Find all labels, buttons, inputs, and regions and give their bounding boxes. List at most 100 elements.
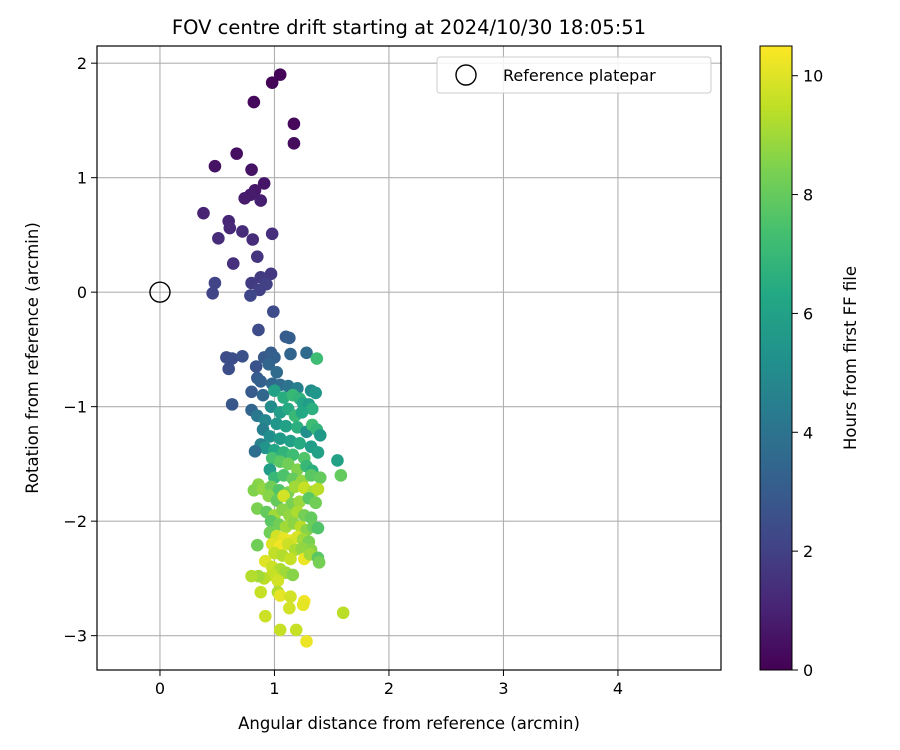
colorbar: 0 2 4 6 8 10 Hours from first FF file <box>759 45 860 680</box>
y-tick-label: 1 <box>77 169 87 188</box>
data-point <box>284 347 297 361</box>
data-point <box>236 225 249 238</box>
colorbar-tick-label: 4 <box>803 423 813 442</box>
data-point <box>309 386 322 400</box>
colorbar-gradient <box>759 45 793 671</box>
data-point <box>273 623 287 637</box>
data-point <box>273 589 287 602</box>
data-point <box>293 436 306 450</box>
data-point <box>245 385 258 399</box>
data-point <box>250 538 264 552</box>
data-point <box>244 289 257 302</box>
data-point <box>246 233 260 246</box>
data-point <box>245 569 258 583</box>
data-point <box>208 159 222 173</box>
data-point <box>277 489 290 503</box>
data-point <box>256 388 270 402</box>
data-point <box>222 362 235 376</box>
x-tick-label: 3 <box>498 679 508 698</box>
data-point <box>225 398 239 411</box>
data-point <box>252 323 265 337</box>
colorbar-label: Hours from first FF file <box>841 266 860 450</box>
colorbar-tick-label: 2 <box>803 542 813 561</box>
data-point <box>226 257 240 270</box>
data-point <box>305 402 319 416</box>
data-point <box>286 568 300 582</box>
data-point <box>287 117 301 131</box>
data-point <box>259 609 272 623</box>
data-point <box>283 601 296 615</box>
data-point <box>254 375 268 388</box>
data-point <box>300 346 313 360</box>
data-point <box>248 445 262 458</box>
data-point <box>197 206 210 220</box>
x-axis-label: Angular distance from reference (arcmin) <box>238 714 580 733</box>
data-point <box>264 400 278 413</box>
y-tick-label: −3 <box>63 627 87 646</box>
y-tick-label: 2 <box>77 54 87 73</box>
data-point <box>271 574 285 587</box>
data-point <box>311 482 325 496</box>
data-point <box>265 227 279 241</box>
data-point <box>249 360 263 373</box>
data-point <box>254 585 268 599</box>
data-point <box>247 483 261 497</box>
data-point <box>312 556 326 569</box>
legend-box <box>436 56 712 94</box>
data-point <box>264 267 278 281</box>
chart-title: FOV centre drift starting at 2024/10/30 … <box>172 16 646 39</box>
data-point <box>287 137 301 150</box>
data-point <box>236 349 249 363</box>
data-point <box>283 331 296 345</box>
data-point <box>336 606 350 620</box>
data-points <box>197 68 350 648</box>
plot-frame <box>96 45 722 671</box>
colorbar-ticks: 0 2 4 6 8 10 <box>792 67 823 680</box>
data-point <box>245 163 258 176</box>
data-point <box>206 287 219 300</box>
y-tick-label: 0 <box>77 283 87 302</box>
y-tick-label: −2 <box>63 512 87 531</box>
data-point <box>253 283 266 297</box>
data-point <box>230 147 243 160</box>
data-point <box>212 232 225 245</box>
data-point <box>289 623 303 637</box>
data-point <box>254 194 268 207</box>
data-point <box>284 590 297 604</box>
data-point <box>208 276 222 290</box>
reference-platepar-marker <box>149 281 171 303</box>
data-point <box>223 221 237 235</box>
legend-label: Reference platepar <box>503 66 656 85</box>
data-point <box>295 406 309 419</box>
colorbar-tick-label: 8 <box>803 186 813 205</box>
data-point <box>262 357 276 371</box>
grid-lines <box>97 46 721 670</box>
x-tick-label: 4 <box>613 679 623 698</box>
colorbar-tick-label: 6 <box>803 304 813 323</box>
data-point <box>313 471 327 484</box>
data-point <box>284 552 297 566</box>
data-point <box>247 95 261 109</box>
data-point <box>300 635 313 648</box>
x-tick-label: 0 <box>155 679 165 698</box>
data-point <box>270 366 284 379</box>
data-point <box>331 454 344 467</box>
legend: Reference platepar <box>436 56 712 94</box>
data-point <box>311 521 325 535</box>
y-tick-label: −1 <box>63 398 87 417</box>
y-axis-ticks: 2 1 0 −1 −2 −3 <box>63 54 97 646</box>
data-point <box>309 496 322 510</box>
data-point <box>310 352 324 365</box>
data-point <box>263 430 277 443</box>
data-point <box>267 305 280 318</box>
data-point <box>296 598 310 612</box>
colorbar-tick-label: 10 <box>803 67 823 86</box>
data-point <box>273 68 287 81</box>
y-axis-label: Rotation from reference (arcmin) <box>23 222 42 494</box>
colorbar-tick-label: 0 <box>803 661 813 680</box>
x-tick-label: 2 <box>384 679 394 698</box>
data-point <box>238 191 251 205</box>
data-point <box>313 428 327 442</box>
data-point <box>273 432 287 446</box>
